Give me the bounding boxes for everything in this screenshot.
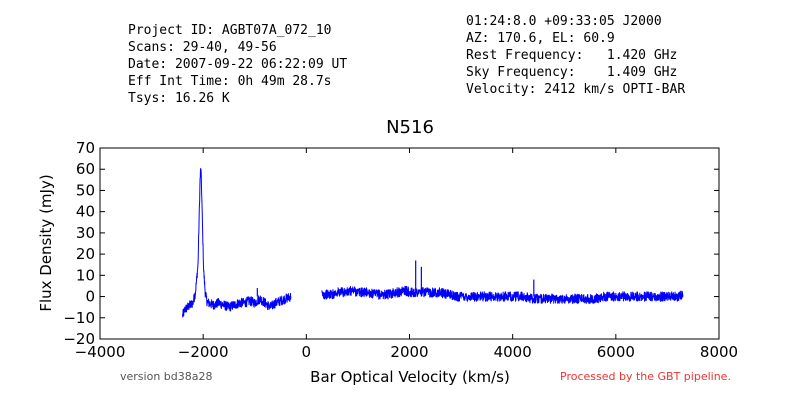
rest-frequency-line: Rest Frequency: 1.420 GHz: [466, 48, 678, 63]
series-layer: [182, 168, 684, 318]
y-tick-label: 30: [76, 224, 95, 242]
spectrum-line-segment: [321, 285, 684, 304]
y-tick-label: 20: [76, 245, 95, 263]
int-time-line: Eff Int Time: 0h 49m 28.7s: [128, 74, 332, 89]
x-axis-label: Bar Optical Velocity (km/s): [310, 368, 510, 386]
az-el-line: AZ: 170.6, EL: 60.9: [466, 31, 615, 46]
tsys-line: Tsys: 16.26 K: [128, 91, 230, 106]
spectrum-line-segment: [182, 168, 292, 318]
header-right-info: 01:24:8.0 +09:33:05 J2000 AZ: 170.6, EL:…: [466, 13, 685, 98]
project-id-line: Project ID: AGBT07A_072_10: [128, 23, 332, 38]
y-tick-label: −20: [63, 330, 95, 348]
tick-layer: −4000 −2000 0 2000 4000 6000 8000 −20 −10 0 10 20 30…: [63, 139, 738, 361]
x-tick-label: 2000: [390, 343, 428, 361]
coordinates-line: 01:24:8.0 +09:33:05 J2000: [466, 14, 662, 29]
y-tick-label: 70: [76, 139, 95, 157]
processed-by-label: Processed by the GBT pipeline.: [560, 370, 731, 383]
y-axis-label: Flux Density (mJy): [37, 174, 55, 311]
scans-line: Scans: 29-40, 49-56: [128, 40, 277, 55]
version-label: version bd38a28: [120, 370, 213, 383]
x-tick-label: 8000: [700, 343, 738, 361]
y-tick-label: 50: [76, 181, 95, 199]
y-tick-label: 60: [76, 160, 95, 178]
y-tick-label: −10: [63, 309, 95, 327]
plot-frame: [99, 147, 720, 340]
y-tick-label: 0: [85, 288, 95, 306]
x-tick-label: 4000: [494, 343, 532, 361]
chart-title: N516: [386, 117, 434, 138]
sky-frequency-line: Sky Frequency: 1.409 GHz: [466, 65, 678, 80]
y-tick-label: 10: [76, 266, 95, 284]
x-tick-label: 6000: [597, 343, 635, 361]
x-tick-label: −2000: [178, 343, 229, 361]
x-tick-label: −4000: [75, 343, 126, 361]
y-tick-label: 40: [76, 203, 95, 221]
header-left-info: Project ID: AGBT07A_072_10 Scans: 29-40,…: [128, 22, 347, 107]
x-tick-label: 0: [302, 343, 312, 361]
velocity-line: Velocity: 2412 km/s OPTI-BAR: [466, 82, 686, 97]
date-line: Date: 2007-09-22 06:22:09 UT: [128, 57, 348, 72]
